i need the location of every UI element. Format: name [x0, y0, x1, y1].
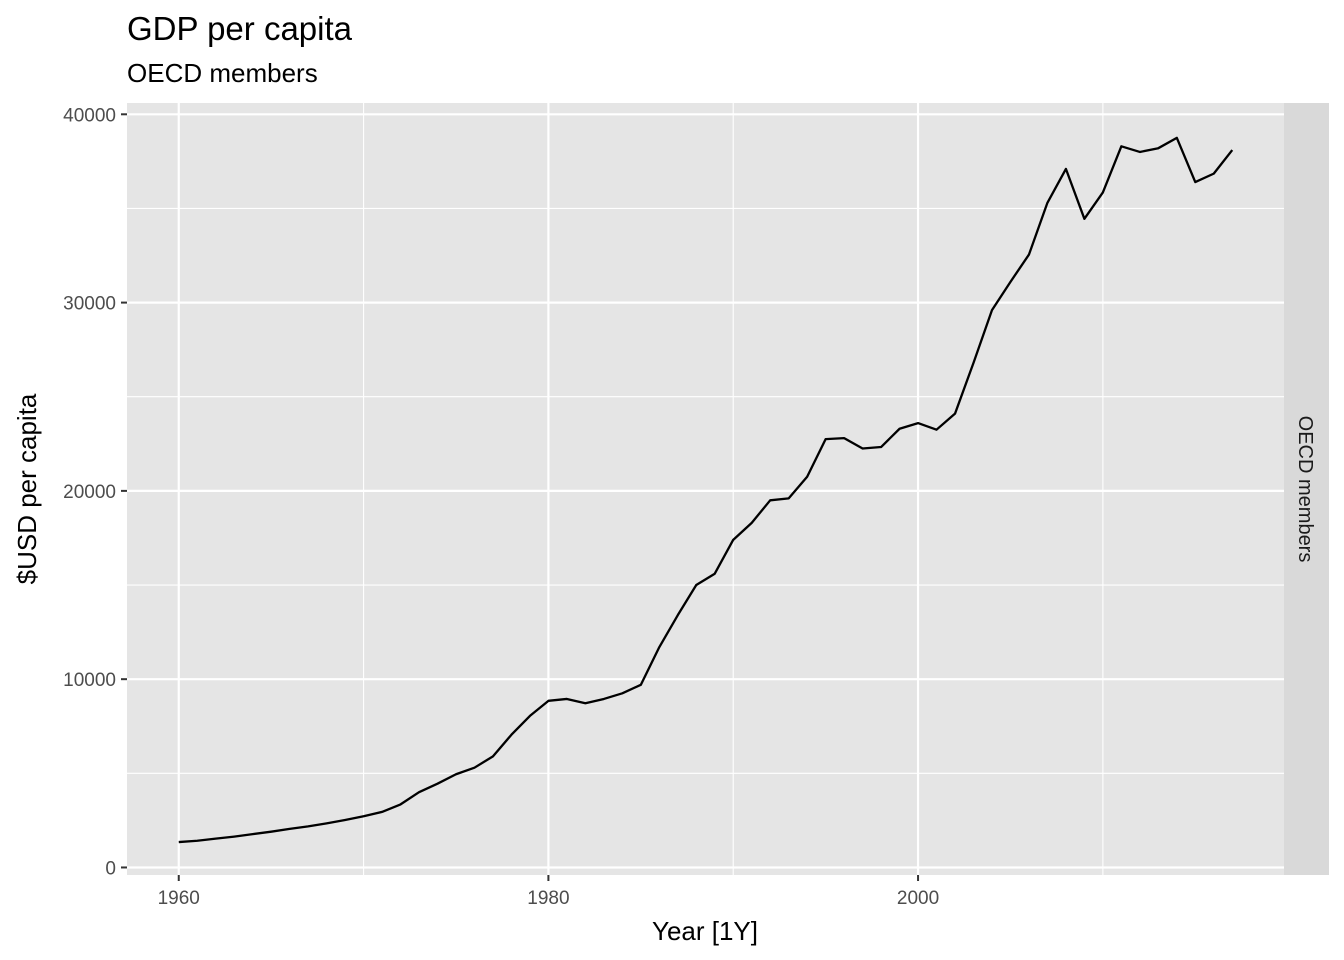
y-tick-label: 30000: [63, 294, 116, 315]
chart-subtitle: OECD members: [127, 58, 318, 88]
x-tick-label: 1960: [158, 888, 200, 909]
x-axis: 1960 1980 2000: [158, 875, 939, 909]
plot-panel: [127, 103, 1284, 875]
gdp-series-line: [178, 136, 1234, 844]
y-axis-title: $USD per capita: [12, 393, 42, 584]
y-tick-label: 20000: [63, 482, 116, 503]
y-tick-label: 0: [105, 858, 116, 879]
chart-title: GDP per capita: [127, 10, 353, 47]
y-tick-label: 40000: [63, 105, 116, 126]
major-gridlines: [127, 103, 1284, 875]
series-layer: [178, 136, 1234, 844]
x-tick-label: 1980: [527, 888, 569, 909]
facet-strip: [1284, 103, 1329, 875]
x-axis-title: Year [1Y]: [652, 916, 758, 946]
facet-strip-label: OECD members: [1294, 416, 1316, 563]
minor-gridlines: [127, 103, 1284, 875]
y-axis: 0 10000 20000 30000 40000: [63, 105, 127, 879]
y-tick-label: 10000: [63, 670, 116, 691]
x-tick-label: 2000: [897, 888, 939, 909]
